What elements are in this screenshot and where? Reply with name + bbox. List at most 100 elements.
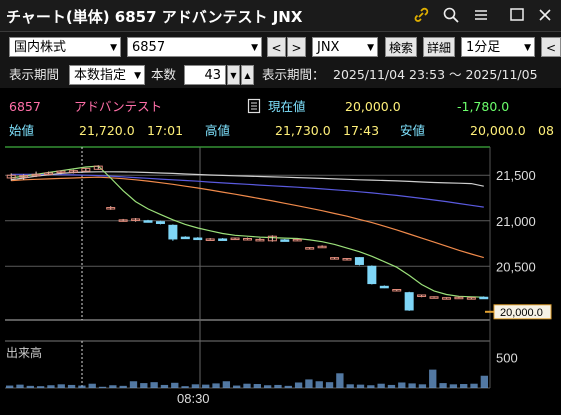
range-value: 2025/11/04 23:53 ～ 2025/11/05 [333, 67, 538, 82]
down-candle [367, 265, 377, 285]
volume-bar [418, 384, 427, 388]
chevron-down-icon: ▼ [251, 43, 258, 53]
ma-short-line [11, 165, 484, 298]
volume-bar [439, 383, 447, 388]
high-time: 17:43 [343, 123, 380, 138]
high-label: 高値 [205, 123, 231, 138]
detail-button[interactable]: 詳細 [423, 37, 455, 57]
up-candle [330, 257, 340, 260]
period-mode-select[interactable]: 本数指定 ▼ [69, 65, 145, 85]
volume-bar [140, 383, 148, 388]
volume-bar [408, 383, 416, 388]
volume-bar [336, 373, 344, 388]
volume-bar [222, 381, 231, 388]
count-down-button[interactable]: ▼ [227, 65, 240, 85]
volume-bar [171, 382, 179, 388]
range-label: 表示期間： [262, 67, 325, 82]
down-candle [379, 285, 389, 289]
prev-code-button[interactable]: < [267, 37, 286, 57]
up-candle [267, 235, 277, 242]
low-label: 安値 [400, 123, 426, 138]
volume-bar [6, 385, 14, 388]
down-candle [354, 257, 364, 265]
volume-bar [88, 383, 96, 388]
document-icon[interactable] [247, 98, 261, 119]
maximize-icon[interactable] [508, 6, 526, 24]
up-candle [441, 297, 451, 300]
menu-icon[interactable] [472, 6, 490, 24]
up-candle [68, 170, 78, 173]
code-select[interactable]: 6857 ▼ [127, 37, 262, 57]
interval-select-value: 1分足 [466, 40, 501, 55]
price-change: -1,780.0 [457, 99, 510, 114]
x-tick-label: 08:30 [177, 391, 210, 406]
open-value: 21,720.0 [79, 123, 135, 138]
title-bar: チャート(単体) 6857 アドバンテスト JNX [0, 0, 561, 32]
volume-bar [160, 384, 169, 388]
code-select-value: 6857 [132, 40, 166, 55]
down-candle [180, 236, 190, 240]
close-icon[interactable] [536, 6, 554, 24]
interval-select[interactable]: 1分足 ▼ [461, 37, 535, 57]
low-value: 20,000.0 [470, 123, 526, 138]
down-candle [218, 238, 228, 241]
open-label: 始値 [9, 123, 35, 138]
next-code-button[interactable]: > [287, 37, 306, 57]
up-candle [81, 167, 91, 172]
search-icon[interactable] [442, 6, 460, 24]
down-candle [280, 239, 290, 242]
high-value: 21,730.0 [275, 123, 331, 138]
up-candle [243, 238, 252, 241]
exchange-select[interactable]: JNX ▼ [312, 37, 378, 57]
volume-bar [243, 383, 251, 388]
volume-bar [109, 385, 117, 388]
volume-bar [181, 386, 189, 388]
up-candle [292, 238, 302, 242]
ma-extra-line [11, 171, 484, 187]
search-button[interactable]: 検索 [385, 37, 417, 57]
volume-bar [57, 384, 65, 388]
chevron-down-icon: ▼ [524, 43, 531, 53]
volume-tick-label: 500 [496, 350, 518, 365]
volume-bar [367, 385, 375, 388]
quote-row-1: 6857 アドバンテスト 現在値 20,000.0 -1,780.0 [0, 96, 561, 118]
period-label: 表示期間 [9, 67, 60, 82]
volume-bar [150, 382, 158, 388]
volume-bar [315, 381, 323, 388]
volume-bar [470, 383, 478, 388]
up-candle [417, 294, 427, 297]
count-up-button[interactable]: ▲ [241, 65, 254, 85]
volume-bar [305, 379, 313, 388]
volume-bar [284, 385, 292, 388]
chevron-down-icon: ▼ [110, 43, 117, 53]
period-mode-value: 本数指定 [74, 68, 127, 83]
chevron-down-icon: ▼ [367, 43, 374, 53]
up-candle [255, 238, 265, 242]
volume-bar [253, 384, 261, 388]
toolbar: 国内株式 ▼ 6857 ▼ < > JNX ▼ 検索 詳細 1分足 ▼ < [0, 32, 561, 62]
down-candle [404, 292, 414, 311]
volume-bar [274, 384, 282, 388]
count-label: 本数 [151, 67, 177, 82]
up-candle [230, 237, 240, 241]
volume-bar [98, 386, 107, 388]
market-select[interactable]: 国内株式 ▼ [9, 37, 121, 57]
y-tick-label: 21,000 [496, 214, 536, 229]
period-toolbar: 表示期間 本数指定 ▼ 本数 43 ▼ ▲ 表示期間： 2025/11/04 23… [0, 62, 561, 88]
up-candle [19, 175, 29, 178]
volume-bar [67, 384, 76, 388]
link-icon[interactable] [412, 6, 430, 24]
volume-bar [78, 385, 86, 388]
up-candle [93, 165, 103, 170]
quote-row-2: 始値 21,720.0 17:01 高値 21,730.0 17:43 安値 2… [0, 120, 561, 142]
up-candle [31, 173, 41, 177]
up-candle [44, 172, 54, 175]
low-time: 08 [538, 123, 554, 138]
volume-bar [449, 384, 458, 388]
volume-bar [356, 384, 365, 388]
volume-bar [119, 385, 127, 388]
count-input[interactable]: 43 [184, 65, 226, 85]
quote-code: 6857 [9, 99, 41, 114]
scroll-left-button[interactable]: < [541, 37, 561, 57]
